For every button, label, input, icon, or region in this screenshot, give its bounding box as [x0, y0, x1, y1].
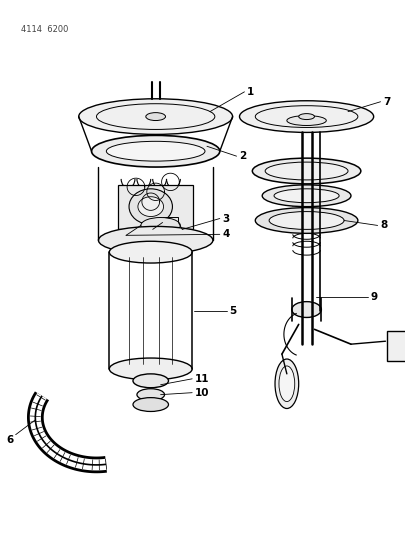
Ellipse shape — [279, 366, 295, 401]
Bar — [162, 216, 178, 227]
Text: 2: 2 — [239, 151, 246, 161]
Bar — [388, 332, 408, 361]
Ellipse shape — [141, 217, 180, 233]
Ellipse shape — [299, 114, 315, 119]
Ellipse shape — [274, 189, 339, 203]
Text: 5: 5 — [229, 305, 236, 316]
Ellipse shape — [133, 374, 169, 387]
Ellipse shape — [252, 158, 361, 184]
Text: 10: 10 — [195, 387, 209, 398]
Ellipse shape — [79, 99, 233, 134]
Text: 8: 8 — [380, 221, 387, 230]
Ellipse shape — [269, 212, 344, 229]
Ellipse shape — [262, 185, 351, 207]
Ellipse shape — [129, 189, 173, 224]
Text: 4: 4 — [222, 229, 229, 239]
Ellipse shape — [98, 227, 213, 254]
Ellipse shape — [146, 112, 166, 120]
Ellipse shape — [91, 135, 220, 167]
Text: 9: 9 — [370, 292, 377, 302]
Ellipse shape — [137, 389, 164, 401]
Ellipse shape — [275, 359, 299, 408]
Bar — [118, 185, 193, 229]
Ellipse shape — [138, 197, 164, 216]
Text: 11: 11 — [195, 374, 209, 384]
Ellipse shape — [239, 101, 374, 132]
Ellipse shape — [255, 208, 358, 233]
Text: 1: 1 — [247, 87, 254, 97]
Ellipse shape — [106, 141, 205, 161]
Ellipse shape — [109, 241, 192, 263]
Text: 7: 7 — [383, 96, 390, 107]
Ellipse shape — [287, 116, 326, 125]
Text: 4114  6200: 4114 6200 — [20, 25, 68, 34]
Ellipse shape — [133, 398, 169, 411]
Text: 3: 3 — [222, 214, 229, 223]
Ellipse shape — [292, 302, 322, 318]
Text: 6: 6 — [6, 434, 13, 445]
Ellipse shape — [109, 358, 192, 380]
Ellipse shape — [265, 162, 348, 180]
